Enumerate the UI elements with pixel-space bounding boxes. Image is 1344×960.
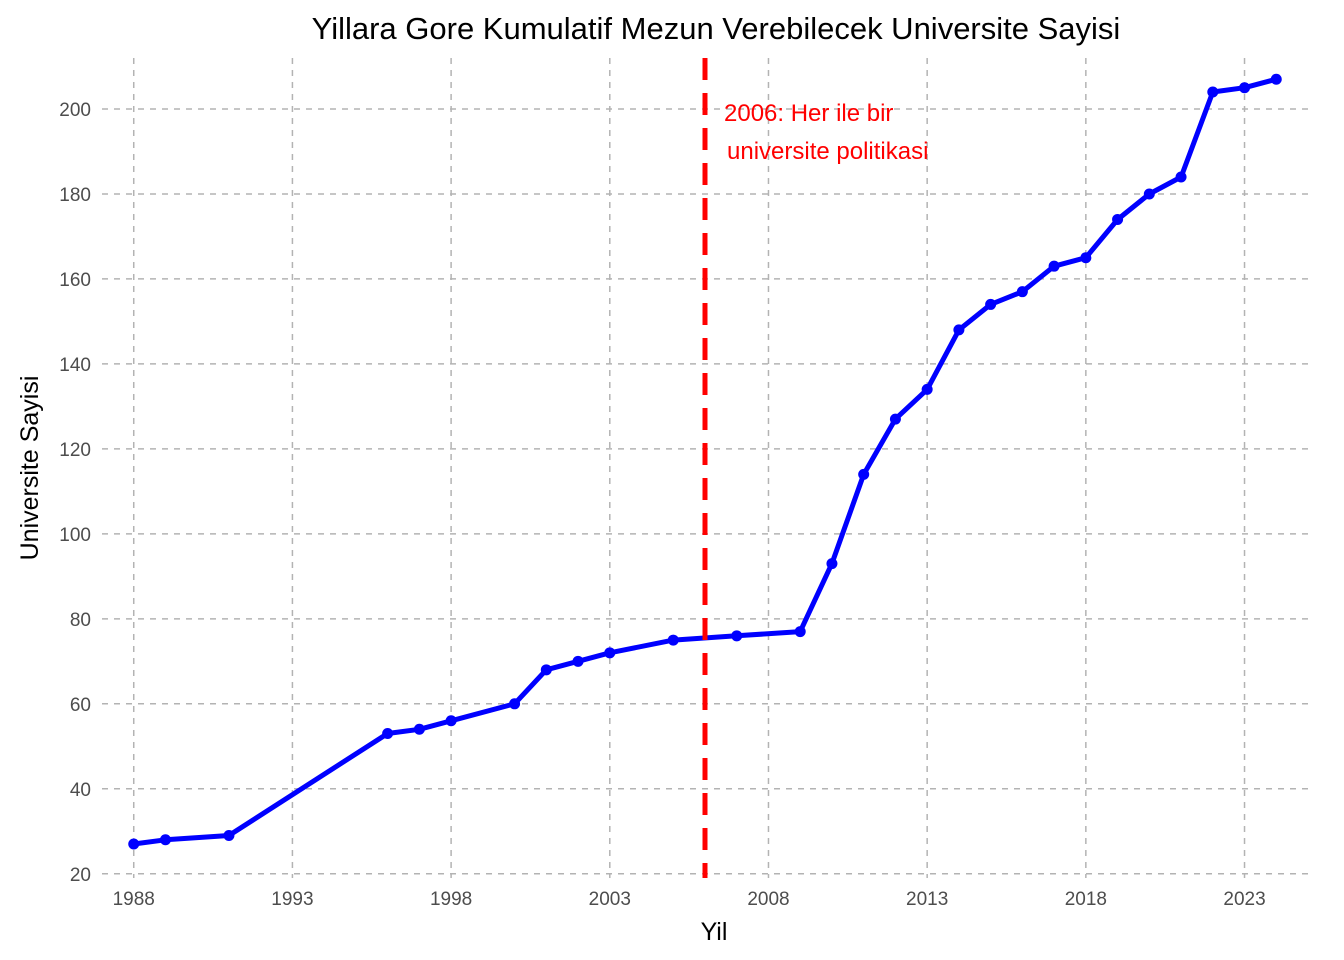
x-tick-label: 2018 — [1065, 889, 1107, 910]
data-point — [1175, 171, 1187, 183]
y-axis-ticks: 20 40 60 80 100 120 140 160 180 200 — [59, 100, 91, 886]
data-point — [667, 634, 679, 646]
x-axis-ticks: 1988 1993 1998 2003 2008 2013 2018 2023 — [113, 889, 1266, 910]
x-tick-label: 2008 — [747, 889, 789, 910]
y-tick-label: 140 — [59, 355, 91, 376]
x-tick-label: 2003 — [589, 889, 631, 910]
data-point — [889, 413, 901, 425]
y-tick-label: 160 — [59, 270, 91, 291]
data-point — [826, 558, 838, 570]
x-axis-title: Yil — [701, 918, 728, 946]
data-point — [1112, 213, 1124, 225]
y-tick-label: 40 — [70, 780, 91, 801]
reference-layer: 2006: Her ile bir universite politikasi — [702, 58, 928, 878]
y-tick-label: 60 — [70, 695, 91, 716]
data-point — [731, 630, 743, 642]
data-point — [985, 298, 997, 310]
series-line — [131, 76, 1279, 847]
data-point — [1143, 188, 1155, 200]
x-tick-label: 1993 — [271, 889, 313, 910]
data-point — [858, 468, 870, 480]
data-point — [509, 698, 521, 710]
data-point — [382, 728, 394, 740]
x-tick-label: 1998 — [430, 889, 472, 910]
y-axis-title: Universite Sayisi — [16, 376, 44, 561]
data-point — [572, 655, 584, 667]
chart-title: Yillara Gore Kumulatif Mezun Verebilecek… — [312, 11, 1121, 46]
data-point — [445, 715, 457, 727]
y-tick-label: 180 — [59, 185, 91, 206]
data-point — [604, 647, 616, 659]
series-layer — [128, 73, 1282, 850]
data-point — [1080, 252, 1092, 264]
data-point — [1016, 286, 1028, 298]
reference-annotation: universite politikasi — [727, 138, 928, 165]
data-point — [1270, 73, 1282, 85]
x-tick-label: 1988 — [113, 889, 155, 910]
y-tick-label: 80 — [70, 610, 91, 631]
data-point — [540, 664, 552, 676]
data-point — [1207, 86, 1219, 98]
x-tick-label: 2023 — [1223, 889, 1265, 910]
data-point — [413, 723, 425, 735]
data-point — [159, 834, 171, 846]
data-point — [223, 830, 235, 842]
x-tick-label: 2013 — [906, 889, 948, 910]
data-point — [1239, 82, 1251, 94]
data-point — [128, 838, 140, 850]
data-point — [921, 383, 933, 395]
data-point — [1048, 260, 1060, 272]
y-tick-label: 100 — [59, 525, 91, 546]
y-tick-label: 20 — [70, 865, 91, 886]
reference-annotation: 2006: Her ile bir — [724, 100, 893, 127]
data-point — [794, 626, 806, 638]
y-tick-label: 200 — [59, 100, 91, 121]
data-point — [953, 324, 965, 336]
y-tick-label: 120 — [59, 440, 91, 461]
